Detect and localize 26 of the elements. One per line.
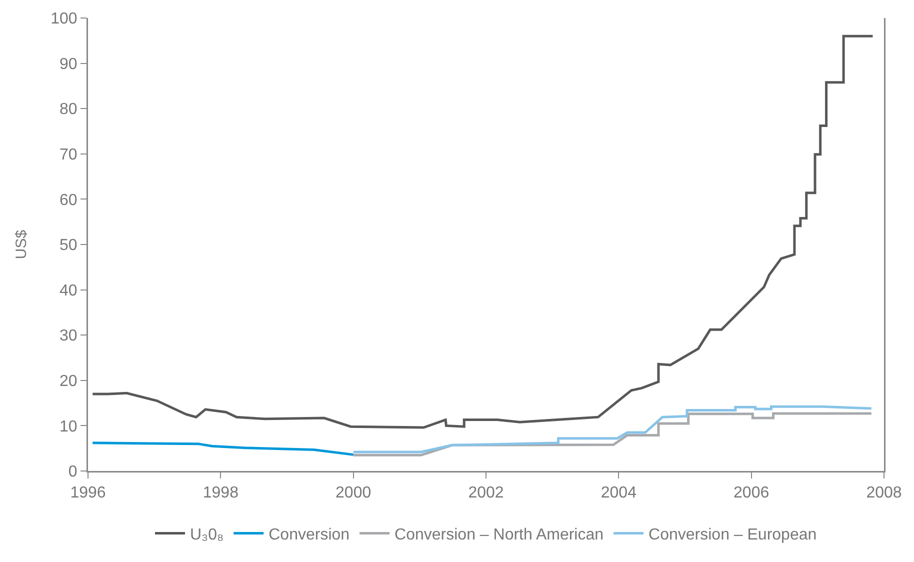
y-tick-label: 30 (60, 328, 78, 345)
legend-label: Conversion (268, 526, 350, 544)
x-tick-label: 2006 (734, 484, 770, 502)
line-series (91, 442, 355, 456)
x-tick-label: 1998 (202, 484, 239, 502)
y-tick-label: 60 (60, 192, 78, 209)
y-tick-label: 70 (60, 146, 78, 164)
legend-label: Conversion – European (648, 526, 817, 544)
y-tick-label: 80 (60, 101, 78, 118)
x-tick-label: 2002 (468, 484, 504, 502)
x-tick-label: 2004 (600, 484, 637, 502)
y-tick-label: 100 (50, 10, 78, 28)
line-series (91, 34, 874, 429)
y-tick-label: 10 (60, 418, 78, 436)
legend-label: Conversion – North American (394, 526, 604, 544)
line-series (352, 405, 873, 454)
y-tick-label: 0 (68, 464, 78, 481)
x-tick-label: 2008 (866, 484, 902, 502)
y-tick-label: 50 (60, 237, 78, 254)
y-tick-label: 20 (60, 373, 78, 390)
y-tick-label: 40 (60, 282, 78, 300)
y-tick-label: 90 (60, 56, 78, 73)
x-tick-label: 1996 (70, 484, 106, 502)
x-tick-label: 2000 (336, 484, 372, 502)
legend-label: U₃0₈ (190, 526, 224, 544)
y-axis-title: US$ (13, 229, 30, 260)
